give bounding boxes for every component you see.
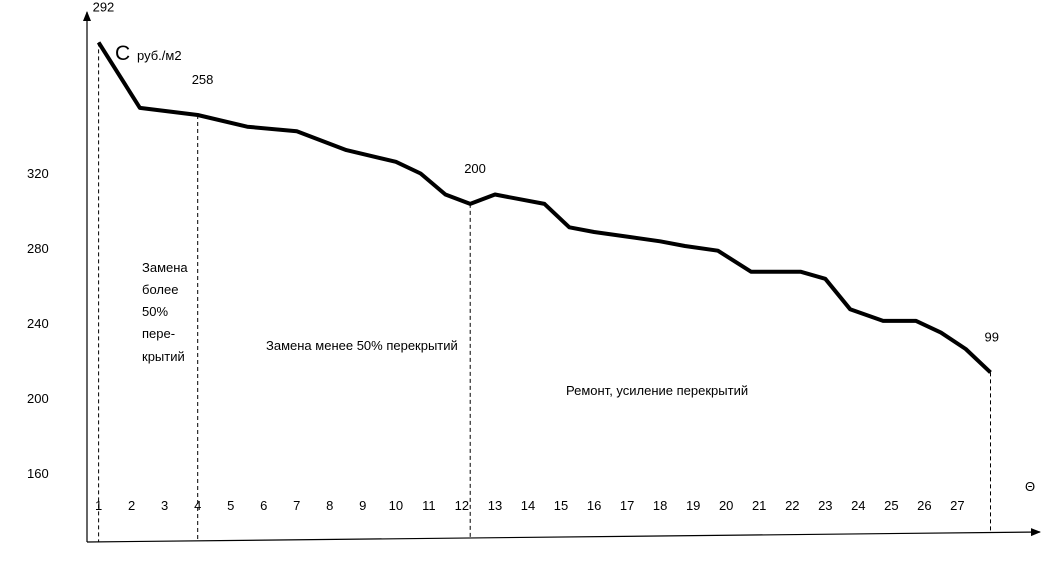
data-label: 258 — [192, 72, 214, 87]
x-tick-label: 27 — [950, 498, 964, 513]
data-label: 99 — [985, 329, 999, 344]
data-label: 292 — [93, 0, 115, 14]
data-label: 200 — [464, 161, 486, 176]
x-tick-labels: 1234567891011121314151617181920212223242… — [95, 498, 965, 513]
x-tick-label: 13 — [488, 498, 502, 513]
x-tick-label: 7 — [293, 498, 300, 513]
region-1-line: более — [142, 282, 178, 297]
x-tick-label: 5 — [227, 498, 234, 513]
x-tick-label: 26 — [917, 498, 931, 513]
series-group — [96, 41, 992, 374]
x-tick-label: 9 — [359, 498, 366, 513]
x-tick-label: 24 — [851, 498, 865, 513]
series-line — [96, 41, 992, 374]
region-1-line: 50% — [142, 304, 168, 319]
y-axis-unit-label: руб./м2 — [137, 48, 182, 63]
x-tick-label: 16 — [587, 498, 601, 513]
x-tick-label: 19 — [686, 498, 700, 513]
x-tick-label: 6 — [260, 498, 267, 513]
x-tick-label: 2 — [128, 498, 135, 513]
x-tick-label: 14 — [521, 498, 535, 513]
x-axis — [86, 528, 1041, 543]
x-tick-label: 10 — [389, 498, 403, 513]
x-tick-label: 11 — [422, 498, 436, 513]
x-tick-label: 23 — [818, 498, 832, 513]
region-1-line: пере- — [142, 326, 175, 341]
data-labels: 292 258 200 99 — [93, 0, 999, 344]
y-tick-labels: 320 280 240 200 160 — [27, 166, 49, 481]
region-1-line: Замена — [142, 260, 188, 275]
x-tick-label: 22 — [785, 498, 799, 513]
x-tick-label: 8 — [326, 498, 333, 513]
x-axis-label: Θ — [1025, 479, 1035, 494]
x-tick-label: 4 — [194, 498, 201, 513]
region-1-line: крытий — [142, 349, 185, 364]
y-tick-label: 320 — [27, 166, 49, 181]
region-label-2: Замена менее 50% перекрытий — [266, 338, 458, 353]
x-tick-label: 12 — [455, 498, 469, 513]
region-label-3: Ремонт, усиление перекрытий — [566, 383, 748, 398]
x-tick-label: 15 — [554, 498, 568, 513]
y-tick-label: 280 — [27, 241, 49, 256]
y-axis-label: С — [115, 42, 130, 65]
x-tick-label: 18 — [653, 498, 667, 513]
boundary-lines — [98, 42, 991, 542]
x-tick-label: 21 — [752, 498, 766, 513]
x-tick-label: 17 — [620, 498, 634, 513]
x-tick-label: 20 — [719, 498, 733, 513]
x-tick-label: 3 — [161, 498, 168, 513]
y-tick-label: 200 — [27, 391, 49, 406]
y-tick-label: 240 — [27, 316, 49, 331]
region-label-1: Замена более 50% пере- крытий — [142, 260, 188, 364]
x-tick-label: 25 — [884, 498, 898, 513]
y-tick-label: 160 — [27, 466, 49, 481]
